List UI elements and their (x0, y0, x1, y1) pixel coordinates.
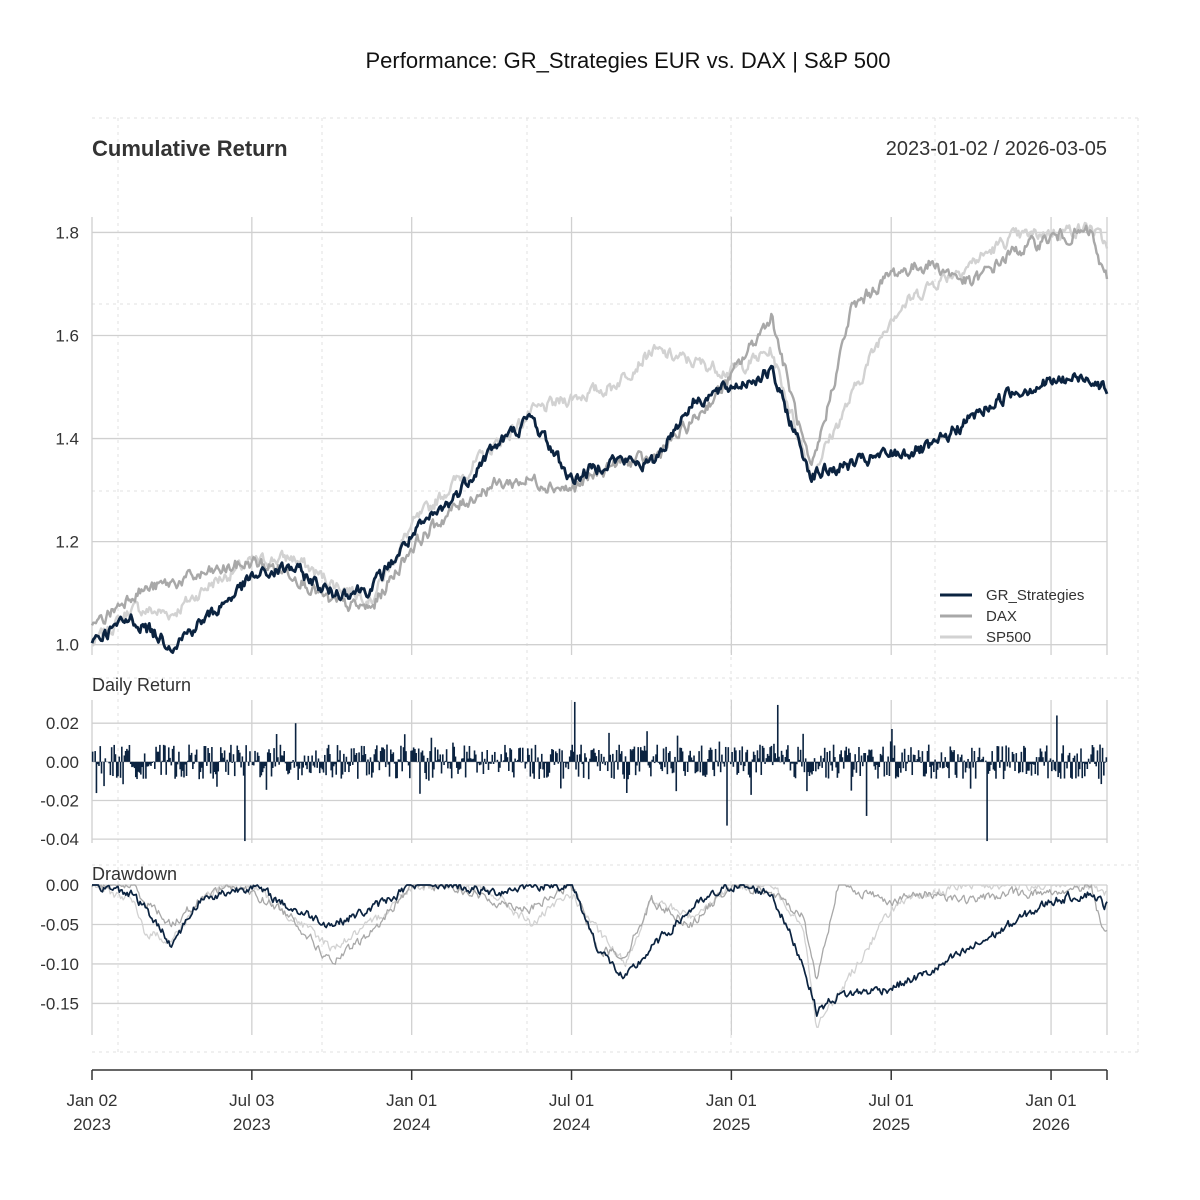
y-tick-label: 1.8 (55, 223, 79, 242)
cumulative-return-gridlines: 1.0 1.2 1.4 1.6 1.8 (55, 223, 1107, 655)
series-line-sp500 (91, 221, 1109, 647)
x-tick-label: Jan 01 (386, 1091, 437, 1110)
y-tick-label: 1.2 (55, 533, 79, 552)
series-line-dax (90, 224, 1109, 626)
daily-return-gridlines: 0.02 0.00 -0.02 -0.04 (40, 714, 1107, 849)
x-tick-year: 2025 (872, 1115, 910, 1134)
daily-return-bars (91, 701, 1108, 842)
drawdown-gridlines: 0.00 -0.05 -0.10 -0.15 (40, 876, 1107, 1013)
cumulative-return-panel: 1.0 1.2 1.4 1.6 1.8 (55, 221, 1109, 655)
drawdown-title: Drawdown (92, 864, 177, 884)
legend-label-sp500: SP500 (986, 629, 1031, 646)
y-tick-label: 1.4 (55, 430, 79, 449)
y-tick-label: 0.02 (46, 714, 79, 733)
x-tick-year: 2026 (1032, 1115, 1070, 1134)
chart-main-title: Performance: GR_Strategies EUR vs. DAX |… (366, 48, 891, 73)
y-tick-label: 0.00 (46, 876, 79, 895)
y-tick-label: 0.00 (46, 753, 79, 772)
x-tick-label: Jan 02 (66, 1091, 117, 1110)
x-tick-year: 2025 (712, 1115, 750, 1134)
y-tick-label: -0.05 (40, 915, 79, 934)
legend-label-dax: DAX (986, 608, 1017, 625)
x-tick-label: Jan 01 (1026, 1091, 1077, 1110)
cumulative-return-legend: GR_Strategies DAX SP500 (940, 587, 1084, 646)
vertical-gridlines (91, 217, 1108, 1035)
drawdown-lines (91, 884, 1108, 1028)
drawdown-panel: 0.00 -0.05 -0.10 -0.15 (40, 876, 1108, 1028)
series-line-gr_strategies (92, 884, 1108, 1017)
y-tick-label: 1.0 (55, 636, 79, 655)
series-line-sp500 (92, 884, 1108, 1028)
cumulative-return-lines (90, 221, 1109, 654)
background-dotted-grid (92, 117, 1139, 1053)
x-tick-year: 2023 (233, 1115, 271, 1134)
date-range-label: 2023-01-02 / 2026-03-05 (886, 138, 1107, 160)
legend-label-gr-strategies: GR_Strategies (986, 587, 1084, 604)
x-tick-label: Jan 01 (706, 1091, 757, 1110)
y-tick-label: -0.04 (40, 830, 79, 849)
x-tick-label: Jul 01 (549, 1091, 594, 1110)
y-tick-label: 1.6 (55, 327, 79, 346)
x-tick-year: 2024 (393, 1115, 431, 1134)
x-axis: Jan 02 2023 Jul 03 2023 Jan 01 2024 Jul 01 2024… (66, 1069, 1108, 1134)
y-tick-label: -0.02 (40, 791, 79, 810)
x-tick-label: Jul 01 (869, 1091, 914, 1110)
y-tick-label: -0.10 (40, 955, 79, 974)
x-tick-year: 2024 (553, 1115, 591, 1134)
x-tick-year: 2023 (73, 1115, 111, 1134)
series-line-gr_strategies (90, 364, 1109, 654)
y-tick-label: -0.15 (40, 994, 79, 1013)
daily-return-title: Daily Return (92, 675, 191, 695)
daily-return-panel: 0.02 0.00 -0.02 -0.04 (40, 701, 1108, 849)
x-tick-label: Jul 03 (229, 1091, 274, 1110)
cumulative-return-title: Cumulative Return (92, 136, 288, 161)
